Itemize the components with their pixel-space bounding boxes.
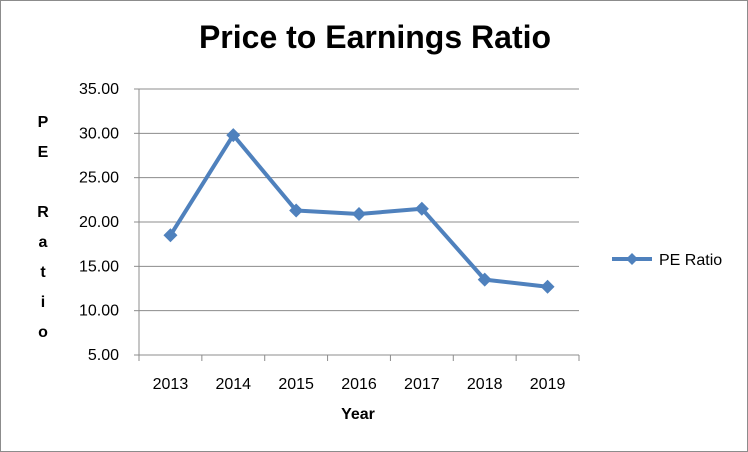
- legend-diamond-marker: [626, 253, 638, 265]
- y-axis-title: PE Ratio: [37, 114, 49, 341]
- y-tick-label: 20.00: [79, 214, 119, 231]
- x-tick-label: 2015: [278, 376, 314, 393]
- y-tick-label: 5.00: [88, 347, 119, 364]
- data-point: [540, 279, 555, 294]
- x-tick-label: 2013: [153, 376, 189, 393]
- y-axis-title-char: a: [39, 234, 48, 251]
- x-tick-label: 2018: [467, 376, 503, 393]
- data-point: [352, 207, 366, 222]
- y-axis-title-char: R: [37, 204, 49, 221]
- x-tick-label: 2019: [530, 376, 566, 393]
- data-point: [414, 201, 429, 216]
- x-axis-title: Year: [341, 406, 375, 423]
- data-point: [226, 128, 241, 143]
- y-tick-labels: 35.00 30.00 25.00 20.00 15.00 10.00 5.00: [79, 81, 119, 364]
- y-axis-title-char: i: [41, 294, 45, 311]
- y-tick-label: 25.00: [79, 170, 119, 187]
- x-tick-label: 2017: [404, 376, 440, 393]
- y-axis-title-char: t: [40, 264, 46, 281]
- axes: [134, 88, 580, 361]
- y-axis-title-char: o: [38, 324, 48, 341]
- y-axis-title-char: P: [38, 114, 49, 131]
- data-point: [477, 272, 492, 287]
- data-point: [289, 203, 304, 218]
- x-tick-label: 2016: [341, 376, 377, 393]
- x-tick-labels: 2013 2014 2015 2016 2017 2018 2019: [153, 376, 566, 393]
- chart-title: Price to Earnings Ratio: [198, 19, 552, 55]
- y-tick-label: 30.00: [79, 125, 119, 142]
- y-tick-label: 35.00: [79, 81, 119, 98]
- gridlines: [139, 88, 579, 312]
- legend-label: PE Ratio: [659, 252, 722, 269]
- y-tick-label: 15.00: [79, 258, 119, 275]
- y-tick-label: 10.00: [79, 303, 119, 320]
- data-point: [163, 228, 178, 243]
- legend: PE Ratio: [612, 252, 722, 269]
- y-axis-title-char: E: [38, 144, 49, 161]
- series-layer: [163, 128, 555, 294]
- x-tick-label: 2014: [215, 376, 251, 393]
